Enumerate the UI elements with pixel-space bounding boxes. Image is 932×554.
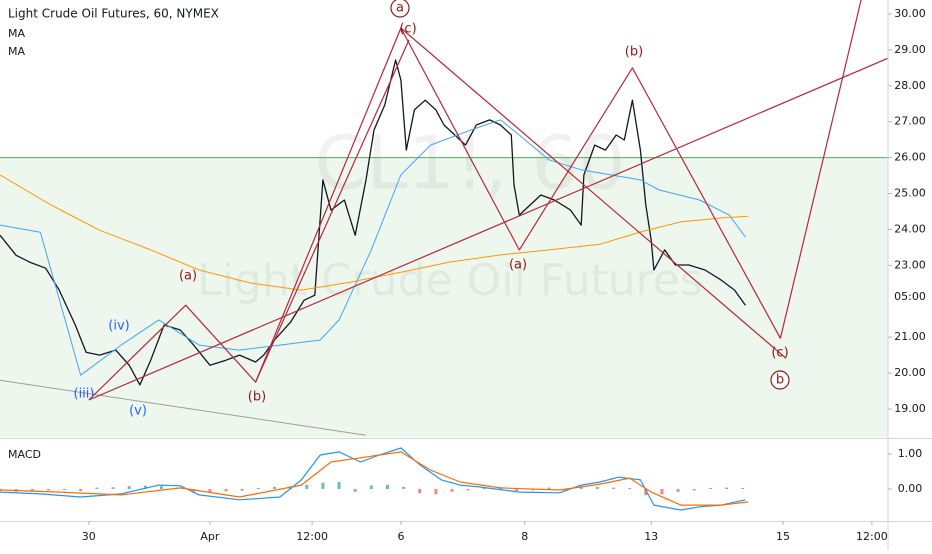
y-tick-label: 19.00 bbox=[894, 402, 926, 415]
y-tick-label: 27.00 bbox=[894, 115, 926, 128]
y-tick-label: 0.00 bbox=[898, 482, 923, 495]
histogram-bar bbox=[563, 488, 567, 491]
histogram-bar bbox=[385, 484, 389, 489]
histogram-bar bbox=[676, 488, 680, 492]
histogram-bar bbox=[256, 487, 260, 489]
histogram-bar bbox=[708, 487, 712, 489]
x-tick-label: 13 bbox=[644, 530, 658, 543]
x-tick-label: 6 bbox=[397, 530, 404, 543]
histogram-bar bbox=[79, 488, 83, 492]
wave-label: (c) bbox=[399, 22, 416, 37]
wave-drawing bbox=[88, 57, 888, 401]
legend-entry: MA bbox=[8, 45, 25, 58]
histogram-bar bbox=[434, 488, 438, 495]
wave-label: (b) bbox=[248, 390, 266, 405]
histogram-bar bbox=[660, 488, 664, 495]
y-tick-label: 30.00 bbox=[894, 7, 926, 20]
wave-label: (v) bbox=[129, 404, 147, 419]
histogram-bar bbox=[305, 484, 309, 489]
histogram-bar bbox=[644, 488, 648, 496]
histogram-bar bbox=[272, 486, 276, 489]
histogram-bar bbox=[159, 486, 163, 489]
histogram-bar bbox=[127, 486, 131, 489]
level-zone bbox=[0, 157, 888, 437]
histogram-bar bbox=[418, 488, 422, 494]
histogram-bar bbox=[337, 481, 341, 489]
histogram-bar bbox=[595, 486, 599, 489]
y-tick-label: 1.00 bbox=[898, 447, 923, 460]
y-tick-label: 20.00 bbox=[894, 366, 926, 379]
histogram-bar bbox=[95, 487, 99, 489]
histogram-bar bbox=[143, 485, 147, 489]
histogram-bar bbox=[63, 488, 67, 491]
x-tick-label: 8 bbox=[521, 530, 528, 543]
wave-label: (iii) bbox=[74, 387, 95, 402]
price-axis-label: 05:00 bbox=[894, 290, 926, 303]
histogram-bar bbox=[466, 488, 470, 491]
histogram-bar bbox=[628, 487, 632, 489]
watermark: Light Crude Oil Futures bbox=[197, 255, 703, 306]
histogram-bar bbox=[402, 486, 406, 489]
macd-line bbox=[0, 447, 746, 511]
price-line bbox=[0, 59, 746, 386]
histogram-bar bbox=[321, 482, 325, 489]
histogram-bar bbox=[208, 488, 212, 493]
y-tick-label: 25.00 bbox=[894, 187, 926, 200]
histogram-bar bbox=[224, 488, 228, 492]
y-tick-label: 23.00 bbox=[894, 258, 926, 271]
y-tick-label: 29.00 bbox=[894, 43, 926, 56]
x-tick-label: Apr bbox=[200, 530, 220, 543]
wave-drawing bbox=[400, 27, 787, 359]
y-tick-label: 28.00 bbox=[894, 79, 926, 92]
wave-circle bbox=[770, 370, 790, 390]
histogram-bar bbox=[353, 488, 357, 492]
x-tick-label: 12:00 bbox=[856, 530, 888, 543]
histogram-bar bbox=[30, 488, 34, 491]
wave-drawing bbox=[255, 39, 410, 383]
y-tick-label: 21.00 bbox=[894, 330, 926, 343]
trend-line bbox=[0, 379, 367, 436]
macd-title: MACD bbox=[8, 448, 41, 461]
histogram-bar bbox=[579, 486, 583, 489]
y-tick-label: 26.00 bbox=[894, 151, 926, 164]
x-tick-label: 30 bbox=[82, 530, 96, 543]
wave-label: (b) bbox=[625, 45, 643, 60]
wave-circle bbox=[390, 0, 410, 18]
wave-drawing bbox=[88, 0, 862, 401]
histogram-bar bbox=[612, 487, 616, 489]
histogram-bar bbox=[692, 488, 696, 491]
histogram-bar bbox=[450, 488, 454, 492]
moving-average bbox=[0, 119, 746, 376]
wave-label: (c) bbox=[771, 346, 788, 361]
histogram-bar bbox=[531, 488, 535, 491]
wave-label: a bbox=[396, 1, 404, 16]
histogram-bar bbox=[482, 487, 486, 489]
wave-label: b bbox=[776, 373, 784, 388]
histogram-bar bbox=[369, 485, 373, 489]
wave-label: (iv) bbox=[108, 319, 129, 334]
x-tick-label: 15 bbox=[776, 530, 790, 543]
histogram-bar bbox=[741, 487, 745, 489]
moving-average bbox=[0, 174, 749, 291]
wave-label: (a) bbox=[509, 258, 527, 273]
macd-line bbox=[0, 451, 749, 506]
macd-pane bbox=[0, 447, 749, 511]
y-tick-label: 24.00 bbox=[894, 222, 926, 235]
histogram-bar bbox=[240, 488, 244, 491]
histogram-bar bbox=[725, 487, 729, 489]
histogram-bar bbox=[46, 488, 50, 491]
histogram-bar bbox=[111, 487, 115, 489]
x-tick-label: 12:00 bbox=[296, 530, 328, 543]
legend-entry: MA bbox=[8, 27, 25, 40]
wave-label: (a) bbox=[179, 269, 197, 284]
histogram-bar bbox=[515, 488, 519, 492]
histogram-bar bbox=[547, 487, 551, 489]
chart-title: Light Crude Oil Futures, 60, NYMEX bbox=[8, 7, 219, 21]
